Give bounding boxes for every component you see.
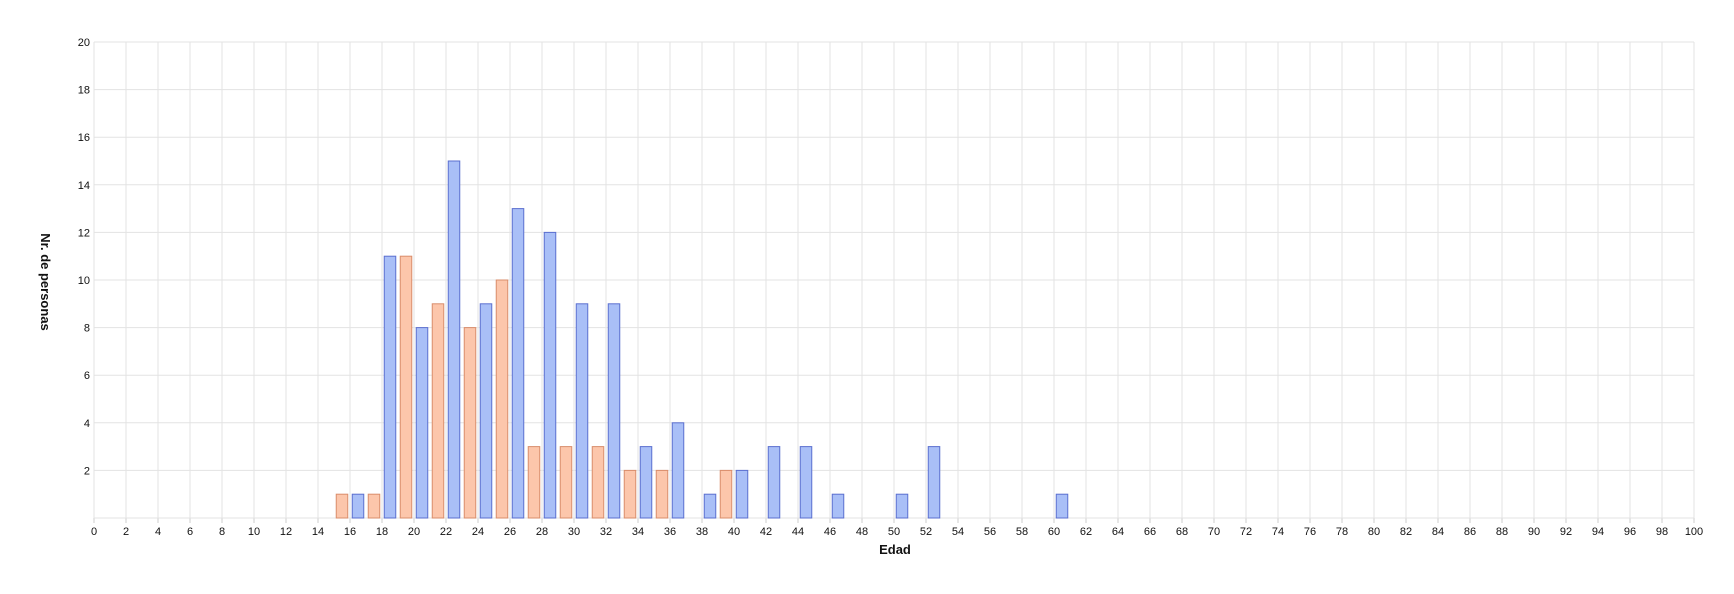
bar-series-2 <box>496 280 508 518</box>
x-tick-label: 4 <box>155 526 161 538</box>
bar-series-1 <box>800 447 812 518</box>
x-tick-label: 6 <box>187 526 193 538</box>
x-tick-label: 8 <box>219 526 225 538</box>
bar-series-2 <box>336 494 348 518</box>
y-tick-label: 14 <box>78 180 90 192</box>
x-tick-label: 32 <box>600 526 612 538</box>
x-tick-label: 44 <box>792 526 804 538</box>
x-tick-label: 72 <box>1240 526 1252 538</box>
y-tick-label: 18 <box>78 85 90 97</box>
x-tick-label: 92 <box>1560 526 1572 538</box>
bar-series-2 <box>400 256 412 518</box>
x-tick-label: 86 <box>1464 526 1476 538</box>
x-tick-label: 94 <box>1592 526 1604 538</box>
x-tick-label: 58 <box>1016 526 1028 538</box>
x-tick-label: 48 <box>856 526 868 538</box>
bar-series-2 <box>624 470 636 518</box>
y-tick-label: 4 <box>84 418 90 430</box>
x-tick-label: 16 <box>344 526 356 538</box>
bar-series-1 <box>352 494 364 518</box>
x-tick-label: 62 <box>1080 526 1092 538</box>
x-tick-label: 46 <box>824 526 836 538</box>
x-tick-label: 84 <box>1432 526 1444 538</box>
bar-series-2 <box>560 447 572 518</box>
x-tick-label: 56 <box>984 526 996 538</box>
x-tick-label: 64 <box>1112 526 1124 538</box>
bar-series-1 <box>608 304 620 518</box>
x-tick-label: 54 <box>952 526 964 538</box>
x-tick-label: 12 <box>280 526 292 538</box>
x-tick-label: 18 <box>376 526 388 538</box>
x-tick-label: 20 <box>408 526 420 538</box>
y-tick-label: 2 <box>84 465 90 477</box>
x-tick-label: 2 <box>123 526 129 538</box>
x-tick-label: 26 <box>504 526 516 538</box>
x-tick-label: 60 <box>1048 526 1060 538</box>
bar-series-2 <box>720 470 732 518</box>
bar-series-1 <box>512 209 524 518</box>
x-tick-label: 82 <box>1400 526 1412 538</box>
bar-series-1 <box>896 494 908 518</box>
x-tick-label: 52 <box>920 526 932 538</box>
bar-series-1 <box>544 232 556 518</box>
x-tick-label: 70 <box>1208 526 1220 538</box>
x-tick-label: 36 <box>664 526 676 538</box>
bar-series-1 <box>384 256 396 518</box>
bar-series-1 <box>480 304 492 518</box>
y-tick-label: 16 <box>78 132 90 144</box>
bar-series-1 <box>704 494 716 518</box>
x-tick-label: 38 <box>696 526 708 538</box>
bar-series-1 <box>928 447 940 518</box>
bar-series-1 <box>672 423 684 518</box>
bar-series-1 <box>832 494 844 518</box>
bar-series-1 <box>640 447 652 518</box>
x-tick-label: 74 <box>1272 526 1284 538</box>
x-tick-label: 42 <box>760 526 772 538</box>
bar-series-1 <box>736 470 748 518</box>
x-axis-ticks: 0 2 4 6 8 10 12 14 16 18 20 22 24 26 28 30 32 34 36 38 40 42 4… <box>91 526 1703 538</box>
y-tick-label: 8 <box>84 323 90 335</box>
bar-series-2 <box>464 328 476 518</box>
x-tick-label: 100 <box>1685 526 1703 538</box>
bar-series-1 <box>768 447 780 518</box>
x-tick-label: 78 <box>1336 526 1348 538</box>
x-tick-label: 68 <box>1176 526 1188 538</box>
y-tick-label: 6 <box>84 370 90 382</box>
x-tick-label: 34 <box>632 526 644 538</box>
x-tick-label: 66 <box>1144 526 1156 538</box>
x-tick-label: 80 <box>1368 526 1380 538</box>
bar-series-2 <box>528 447 540 518</box>
x-tick-label: 90 <box>1528 526 1540 538</box>
x-tick-label: 24 <box>472 526 484 538</box>
x-tick-label: 40 <box>728 526 740 538</box>
bar-series-1 <box>416 328 428 518</box>
bar-series-1 <box>448 161 460 518</box>
x-tick-label: 28 <box>536 526 548 538</box>
x-tick-label: 96 <box>1624 526 1636 538</box>
bar-series-2 <box>368 494 380 518</box>
bar-series-2 <box>432 304 444 518</box>
x-tick-label: 30 <box>568 526 580 538</box>
bar-series-1 <box>576 304 588 518</box>
y-tick-label: 20 <box>78 37 90 49</box>
bar-series-2 <box>656 470 668 518</box>
bar-series-1 <box>1056 494 1068 518</box>
x-tick-label: 76 <box>1304 526 1316 538</box>
bar-series-2 <box>592 447 604 518</box>
y-axis-title: Nr. de personas <box>38 233 53 331</box>
y-tick-label: 10 <box>78 275 90 287</box>
x-tick-label: 98 <box>1656 526 1668 538</box>
x-tick-label: 14 <box>312 526 324 538</box>
x-tick-label: 0 <box>91 526 97 538</box>
x-tick-label: 10 <box>248 526 260 538</box>
x-tick-label: 50 <box>888 526 900 538</box>
x-tick-label: 88 <box>1496 526 1508 538</box>
grid <box>94 42 1694 523</box>
y-axis-ticks: 2 4 6 8 10 12 14 16 18 20 <box>78 37 90 477</box>
x-tick-label: 22 <box>440 526 452 538</box>
y-tick-label: 12 <box>78 227 90 239</box>
x-axis-title: Edad <box>879 542 911 557</box>
